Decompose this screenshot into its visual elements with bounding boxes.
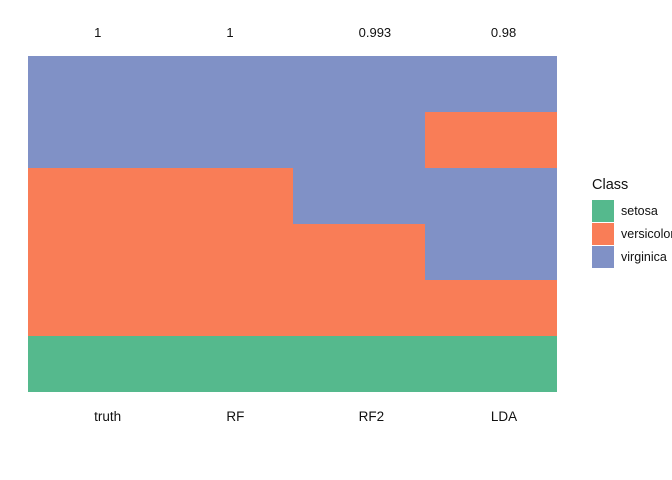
- segment-virginica: [424, 56, 557, 112]
- segment-setosa: [424, 335, 557, 392]
- segment-virginica: [160, 56, 293, 168]
- legend-entry: setosa: [592, 200, 672, 222]
- column-RF: [160, 56, 293, 392]
- x-axis-label-LDA: LDA: [490, 409, 518, 424]
- legend-key-versicolor-icon: [592, 223, 614, 245]
- top-value-RF2: 0.993: [358, 25, 392, 40]
- segment-versicolor: [28, 167, 161, 336]
- x-axis-label-truth: truth: [94, 409, 122, 424]
- column-RF2: [292, 56, 425, 392]
- legend: Class setosa versicolor virginica: [592, 178, 672, 269]
- legend-entry: virginica: [592, 246, 672, 268]
- segment-versicolor: [160, 167, 293, 336]
- segment-versicolor: [424, 279, 557, 336]
- legend-label-virginica: virginica: [621, 250, 667, 264]
- legend-entry: versicolor: [592, 223, 672, 245]
- segment-setosa: [28, 335, 161, 392]
- top-value-truth: 1: [94, 25, 102, 40]
- segment-versicolor: [424, 112, 557, 168]
- legend-key-setosa-icon: [592, 200, 614, 222]
- segment-setosa: [292, 335, 425, 392]
- legend-title: Class: [592, 177, 629, 193]
- legend-label-versicolor: versicolor: [621, 227, 672, 241]
- legend-key-virginica-icon: [592, 246, 614, 268]
- segment-setosa: [160, 335, 293, 392]
- top-value-LDA: 0.98: [490, 25, 517, 40]
- segment-virginica: [28, 56, 161, 168]
- top-value-RF: 1: [226, 25, 234, 40]
- legend-label-setosa: setosa: [621, 204, 658, 218]
- segment-virginica: [424, 168, 557, 280]
- segment-virginica: [292, 56, 425, 224]
- x-axis-label-RF2: RF2: [358, 409, 385, 424]
- plot-area: [28, 56, 557, 392]
- x-axis-label-RF: RF: [226, 409, 245, 424]
- segment-versicolor: [292, 224, 425, 336]
- column-LDA: [424, 56, 557, 392]
- column-truth: [28, 56, 161, 392]
